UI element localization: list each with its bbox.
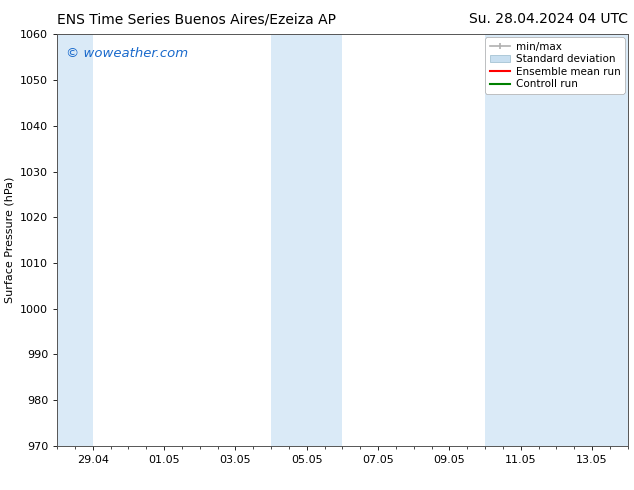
Bar <box>57 34 93 446</box>
Y-axis label: Surface Pressure (hPa): Surface Pressure (hPa) <box>4 177 15 303</box>
Text: © woweather.com: © woweather.com <box>66 47 188 60</box>
Text: Su. 28.04.2024 04 UTC: Su. 28.04.2024 04 UTC <box>469 12 628 26</box>
Legend: min/max, Standard deviation, Ensemble mean run, Controll run: min/max, Standard deviation, Ensemble me… <box>486 37 624 94</box>
Text: ENS Time Series Buenos Aires/Ezeiza AP: ENS Time Series Buenos Aires/Ezeiza AP <box>57 12 336 26</box>
Bar <box>271 34 342 446</box>
Bar <box>485 34 628 446</box>
